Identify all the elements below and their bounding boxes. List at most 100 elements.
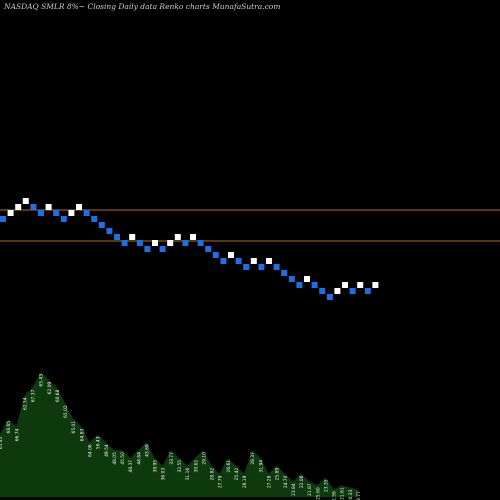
volume-label: 25.89 <box>275 468 281 481</box>
volume-label: 44.84 <box>136 452 142 465</box>
renko-brick-down <box>311 282 318 288</box>
volume-label: 31.94 <box>258 460 264 473</box>
renko-brick-up <box>15 204 22 210</box>
renko-brick-down <box>296 282 303 288</box>
volume-label: 65.02 <box>63 405 69 418</box>
renko-brick-down <box>258 264 265 270</box>
renko-brick-up <box>266 258 272 264</box>
volume-label: 23.84 <box>291 483 297 496</box>
volume-label: 64.06 <box>88 444 94 457</box>
renko-brick-down <box>60 216 67 222</box>
volume-area <box>0 372 358 497</box>
renko-brick-up <box>7 210 14 216</box>
volume-label: 20.33 <box>348 489 354 500</box>
volume-label: 29.10 <box>201 452 207 465</box>
renko-brick-down <box>182 240 189 246</box>
renko-brick-down <box>91 216 98 222</box>
volume-label: 31.16 <box>185 468 191 481</box>
volume-label: 39.95 <box>153 460 159 473</box>
renko-brick-up <box>45 204 52 210</box>
volume-label: 62.09 <box>47 382 53 395</box>
volume-label: 30.62 <box>193 460 199 473</box>
volume-label: 66.74 <box>14 429 20 442</box>
renko-brick-up <box>228 252 234 258</box>
renko-brick-down <box>235 258 242 264</box>
renko-brick-down <box>98 222 105 228</box>
renko-brick-down <box>53 210 60 216</box>
renko-brick-down <box>349 288 356 294</box>
renko-brick-down <box>212 252 219 258</box>
renko-brick-down <box>364 288 371 294</box>
renko-brick-down <box>243 264 250 270</box>
renko-brick-up <box>357 282 364 288</box>
volume-label: 65.42 <box>0 436 4 449</box>
renko-brick-down <box>197 240 204 246</box>
brick-layer <box>0 198 379 300</box>
volume-label: 67.37 <box>31 389 37 402</box>
renko-brick-up <box>342 282 348 288</box>
renko-brick-down <box>288 276 295 282</box>
volume-label: 56.43 <box>96 436 102 449</box>
volume-label: 22.06 <box>299 475 305 488</box>
renko-brick-down <box>114 234 120 240</box>
renko-brick-up <box>129 234 136 240</box>
renko-brick-down <box>319 288 326 294</box>
renko-brick-down <box>273 264 280 270</box>
volume-label: 22.58 <box>332 491 338 500</box>
renko-brick-up <box>68 210 75 216</box>
renko-brick-down <box>144 246 151 252</box>
volume-label: 28.37 <box>250 452 256 465</box>
volume-label: 19.77 <box>356 491 362 500</box>
volume-label: 25.42 <box>234 468 240 481</box>
volume-label: 60.68 <box>55 389 61 402</box>
renko-brick-down <box>38 210 44 216</box>
volume-label: 27.28 <box>267 475 273 488</box>
renko-brick-down <box>281 270 288 276</box>
renko-brick-up <box>250 258 257 264</box>
volume-label: 23.35 <box>324 479 330 492</box>
volume-label: 25.60 <box>315 487 321 500</box>
volume-label: 21.61 <box>340 487 346 500</box>
renko-brick-up <box>167 240 174 246</box>
volume-label: 32.55 <box>177 460 183 473</box>
volume-label: 21.87 <box>307 483 313 496</box>
renko-brick-down <box>0 216 6 222</box>
volume-label: 43.69 <box>145 444 151 457</box>
renko-brick-up <box>22 198 29 204</box>
renko-brick-up <box>76 204 82 210</box>
renko-brick-down <box>205 246 212 252</box>
renko-brick-up <box>304 276 310 282</box>
renko-brick-down <box>220 258 227 264</box>
renko-brick-up <box>334 288 341 294</box>
renko-brick-down <box>326 294 333 300</box>
renko-brick-down <box>30 204 37 210</box>
chart-title: NASDAQ SMLR 8%~ Closing Daily data Renko… <box>3 2 280 11</box>
renko-brick-down <box>159 246 166 252</box>
volume-label: 36.03 <box>161 468 167 481</box>
volume-label: 28.82 <box>210 468 216 481</box>
renko-brick-down <box>106 228 113 234</box>
renko-brick-up <box>152 240 158 246</box>
volume-label: 26.61 <box>226 460 232 473</box>
renko-brick-down <box>121 240 128 246</box>
volume-label: 65.43 <box>39 374 45 387</box>
volume-label: 27.79 <box>218 475 224 488</box>
renko-brick-up <box>174 234 181 240</box>
volume-label: 48.05 <box>112 452 118 465</box>
volume-label: 65.01 <box>71 421 77 434</box>
volume-label: 28.19 <box>242 475 248 488</box>
volume-label: 49.54 <box>104 444 110 457</box>
volume-label: 62.54 <box>22 397 28 410</box>
renko-brick-up <box>372 282 379 288</box>
volume-label: 64.83 <box>79 429 85 442</box>
volume-label: 33.77 <box>169 452 175 465</box>
volume-label: 48.37 <box>128 460 134 473</box>
renko-brick-down <box>136 240 143 246</box>
renko-brick-down <box>83 210 90 216</box>
renko-brick-up <box>190 234 196 240</box>
volume-label: 45.50 <box>120 452 126 465</box>
volume-label: 24.70 <box>283 475 289 488</box>
